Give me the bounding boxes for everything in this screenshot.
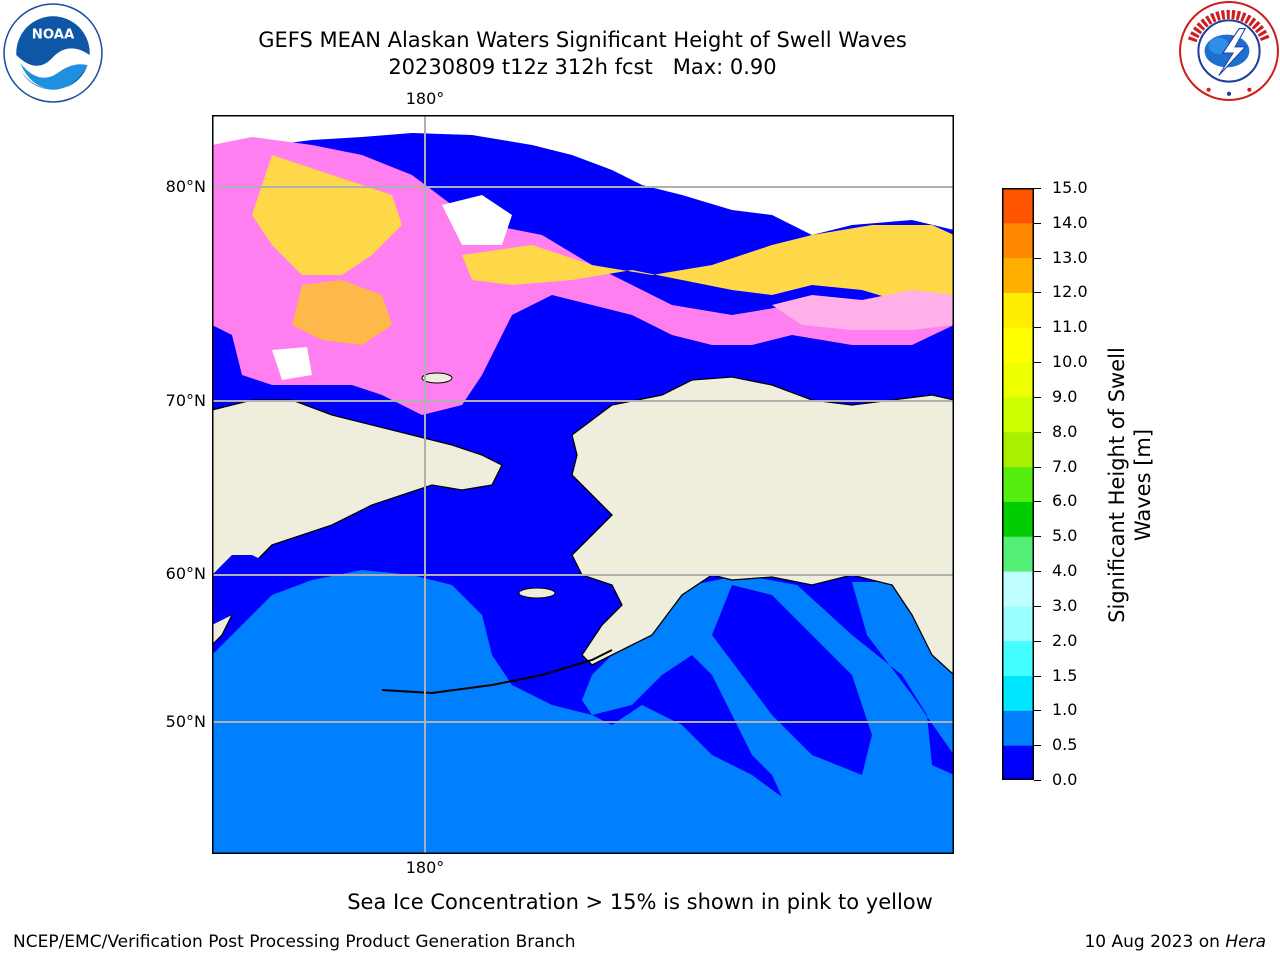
colorbar-tick-label: 11.0 bbox=[1052, 317, 1088, 337]
map-frame bbox=[212, 115, 954, 854]
colorbar-tick-label: 4.0 bbox=[1052, 561, 1078, 581]
lon-label-bottom: 180° bbox=[405, 858, 445, 877]
colorbar-tick-label: 0.0 bbox=[1052, 770, 1078, 789]
colorbar bbox=[1002, 188, 1034, 780]
colorbar-tick-label: 1.5 bbox=[1052, 665, 1078, 685]
colorbar-tick-label: 0.5 bbox=[1052, 735, 1078, 755]
colorbar-tick-mark bbox=[1034, 396, 1041, 398]
wrangel-island bbox=[421, 372, 453, 384]
footer-machine: Hera bbox=[1225, 932, 1266, 952]
colorbar-segment bbox=[1002, 257, 1034, 293]
colorbar-tick-label: 7.0 bbox=[1052, 456, 1078, 476]
colorbar-segment bbox=[1002, 536, 1034, 572]
colorbar-tick-label: 3.0 bbox=[1052, 595, 1078, 615]
lat-label-80: 80°N bbox=[165, 177, 206, 196]
sea-ice-yellow bbox=[462, 225, 954, 305]
colorbar-segment bbox=[1002, 188, 1034, 224]
st-lawrence-island bbox=[518, 587, 556, 599]
colorbar-segment bbox=[1002, 362, 1034, 398]
colorbar-tick-mark bbox=[1034, 571, 1041, 573]
colorbar-segment bbox=[1002, 327, 1034, 363]
graticule bbox=[212, 115, 954, 854]
colorbar-tick-label: 8.0 bbox=[1052, 421, 1078, 441]
colorbar-segment bbox=[1002, 292, 1034, 328]
colorbar-tick-mark bbox=[1034, 536, 1041, 538]
colorbar-tick-mark bbox=[1034, 292, 1041, 294]
colorbar-segment bbox=[1002, 605, 1034, 642]
colorbar-segment bbox=[1002, 466, 1034, 502]
colorbar-tick-label: 15.0 bbox=[1052, 178, 1088, 197]
colorbar-tick-mark bbox=[1034, 327, 1041, 329]
colorbar-segment bbox=[1002, 431, 1034, 468]
colorbar-label: Significant Height of Swell Waves [m] bbox=[1105, 347, 1155, 623]
lon-label-top: 180° bbox=[405, 89, 445, 108]
colorbar-tick-label: 14.0 bbox=[1052, 212, 1088, 232]
footer-right: 10 Aug 2023 on Hera bbox=[1084, 932, 1266, 952]
colorbar-tick-mark bbox=[1034, 745, 1041, 747]
chart-title: GEFS MEAN Alaskan Waters Significant Hei… bbox=[258, 28, 907, 52]
noaa-logo: NOAA bbox=[3, 3, 103, 103]
colorbar-tick-label: 12.0 bbox=[1052, 282, 1088, 302]
no-data-region bbox=[212, 115, 954, 235]
colorbar-tick-label: 2.0 bbox=[1052, 630, 1078, 650]
noaa-logo-text: NOAA bbox=[32, 28, 75, 43]
aleutian-islands bbox=[381, 649, 613, 695]
colorbar-tick-mark bbox=[1034, 605, 1041, 607]
colorbar-tick-mark bbox=[1034, 501, 1041, 503]
colorbar-segment bbox=[1002, 675, 1034, 711]
chart-subtitle: 20230809 t12z 312h fcst Max: 0.90 bbox=[388, 55, 777, 79]
colorbar-tick-mark bbox=[1034, 188, 1041, 189]
nws-logo bbox=[1179, 1, 1279, 101]
colorbar-segment bbox=[1002, 571, 1034, 607]
footer-date: 10 Aug 2023 on bbox=[1084, 932, 1226, 952]
colorbar-segment bbox=[1002, 396, 1034, 433]
colorbar-segment bbox=[1002, 745, 1034, 780]
colorbar-tick-label: 5.0 bbox=[1052, 526, 1078, 546]
colorbar-tick-mark bbox=[1034, 780, 1041, 781]
footer-left: NCEP/EMC/Verification Post Processing Pr… bbox=[13, 932, 576, 952]
colorbar-tick-mark bbox=[1034, 257, 1041, 259]
colorbar-tick-mark bbox=[1034, 675, 1041, 677]
colorbar-tick-mark bbox=[1034, 466, 1041, 468]
colorbar-tick-label: 1.0 bbox=[1052, 700, 1078, 720]
colorbar-tick-mark bbox=[1034, 222, 1041, 224]
colorbar-tick-label: 9.0 bbox=[1052, 386, 1078, 406]
colorbar-tick-mark bbox=[1034, 362, 1041, 364]
colorbar-tick-mark bbox=[1034, 640, 1041, 642]
colorbar-tick-label: 10.0 bbox=[1052, 352, 1088, 372]
colorbar-tick-label: 13.0 bbox=[1052, 247, 1088, 267]
map-panel bbox=[212, 115, 954, 854]
colorbar-tick-mark bbox=[1034, 431, 1041, 433]
sea-ice-note: Sea Ice Concentration > 15% is shown in … bbox=[347, 890, 933, 914]
colorbar-segment bbox=[1002, 222, 1034, 259]
colorbar-segment bbox=[1002, 710, 1034, 746]
colorbar-tick-mark bbox=[1034, 710, 1041, 712]
lat-label-60: 60°N bbox=[165, 564, 206, 583]
lat-label-70: 70°N bbox=[165, 391, 206, 410]
lat-label-50: 50°N bbox=[165, 712, 206, 731]
colorbar-segment bbox=[1002, 640, 1034, 677]
colorbar-segment bbox=[1002, 501, 1034, 537]
colorbar-tick-label: 6.0 bbox=[1052, 491, 1078, 511]
